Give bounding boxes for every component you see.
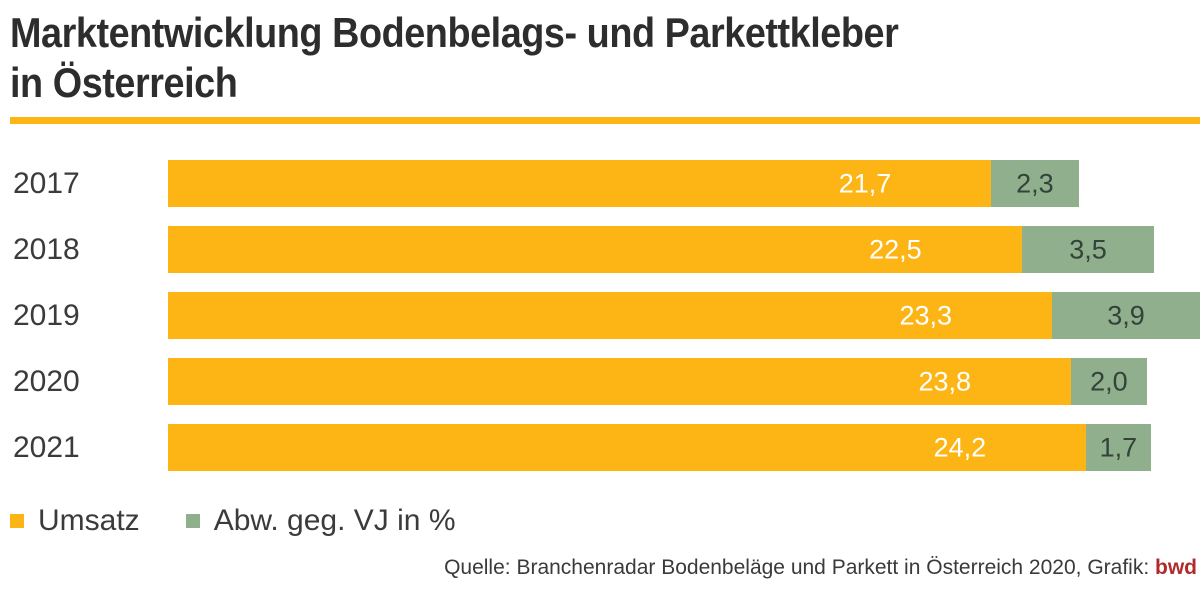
page-title-line1: Marktentwicklung Bodenbelags- und Parket… [10, 9, 899, 56]
source-line: Quelle: Branchenradar Bodenbeläge und Pa… [444, 556, 1197, 580]
umsatz-segment: 21,7 [168, 160, 992, 207]
chart-row: 2021 24,2 1,7 [0, 424, 1200, 471]
umsatz-segment: 22,5 [168, 226, 1022, 273]
chart-row: 2018 22,5 3,5 [0, 226, 1200, 273]
year-label: 2018 [13, 232, 80, 266]
umsatz-value-label: 22,5 [869, 234, 922, 264]
bar-stack: 23,3 3,9 [168, 292, 1200, 339]
legend: Umsatz Abw. geg. VJ in % [10, 503, 502, 538]
accent-rule [10, 117, 1200, 124]
abw-segment: 3,9 [1052, 292, 1200, 339]
bar-stack: 21,7 2,3 [168, 160, 1200, 207]
abw-value-label: 3,9 [1107, 300, 1145, 330]
umsatz-value-label: 23,3 [899, 300, 953, 330]
brand-logo: bwd [1155, 556, 1197, 579]
abw-segment: 3,5 [1021, 226, 1155, 273]
umsatz-value-label: 21,7 [838, 168, 892, 198]
abw-swatch-icon [185, 513, 200, 528]
bar-stack: 23,8 2,0 [168, 358, 1200, 405]
year-label: 2017 [13, 166, 80, 200]
abw-value-label: 1,7 [1099, 432, 1138, 462]
abw-value-label: 2,3 [1016, 168, 1054, 198]
umsatz-segment: 24,2 [168, 424, 1087, 471]
year-label: 2019 [13, 298, 80, 332]
umsatz-swatch-icon [10, 513, 24, 528]
bar-stack: 24,2 1,7 [168, 424, 1200, 471]
legend-item-umsatz: Umsatz [10, 504, 140, 538]
legend-label-umsatz: Umsatz [38, 503, 140, 537]
chart-row: 2019 23,3 3,9 [0, 292, 1200, 339]
bar-chart: 2017 21,7 2,3 2018 22,5 3,5 2019 23,3 [0, 160, 1200, 490]
abw-value-label: 2,0 [1090, 366, 1128, 396]
bar-stack: 22,5 3,5 [168, 226, 1200, 273]
umsatz-value-label: 24,2 [933, 432, 987, 462]
year-label: 2021 [13, 430, 80, 464]
legend-item-abw: Abw. geg. VJ in % [185, 503, 456, 538]
umsatz-value-label: 23,8 [918, 366, 971, 396]
umsatz-segment: 23,8 [168, 358, 1071, 405]
chart-row: 2020 23,8 2,0 [0, 358, 1200, 405]
umsatz-segment: 23,3 [168, 292, 1053, 339]
chart-row: 2017 21,7 2,3 [0, 160, 1200, 207]
page-title-line2: in Österreich [10, 59, 238, 106]
page-title: Marktentwicklung Bodenbelags- und Parket… [10, 8, 899, 108]
legend-label-abw: Abw. geg. VJ in % [213, 503, 456, 537]
source-text: Quelle: Branchenradar Bodenbeläge und Pa… [444, 556, 1155, 579]
year-label: 2020 [13, 364, 80, 398]
abw-segment: 2,3 [991, 160, 1079, 207]
abw-value-label: 3,5 [1069, 234, 1107, 264]
abw-segment: 2,0 [1071, 358, 1147, 405]
abw-segment: 1,7 [1086, 424, 1151, 471]
